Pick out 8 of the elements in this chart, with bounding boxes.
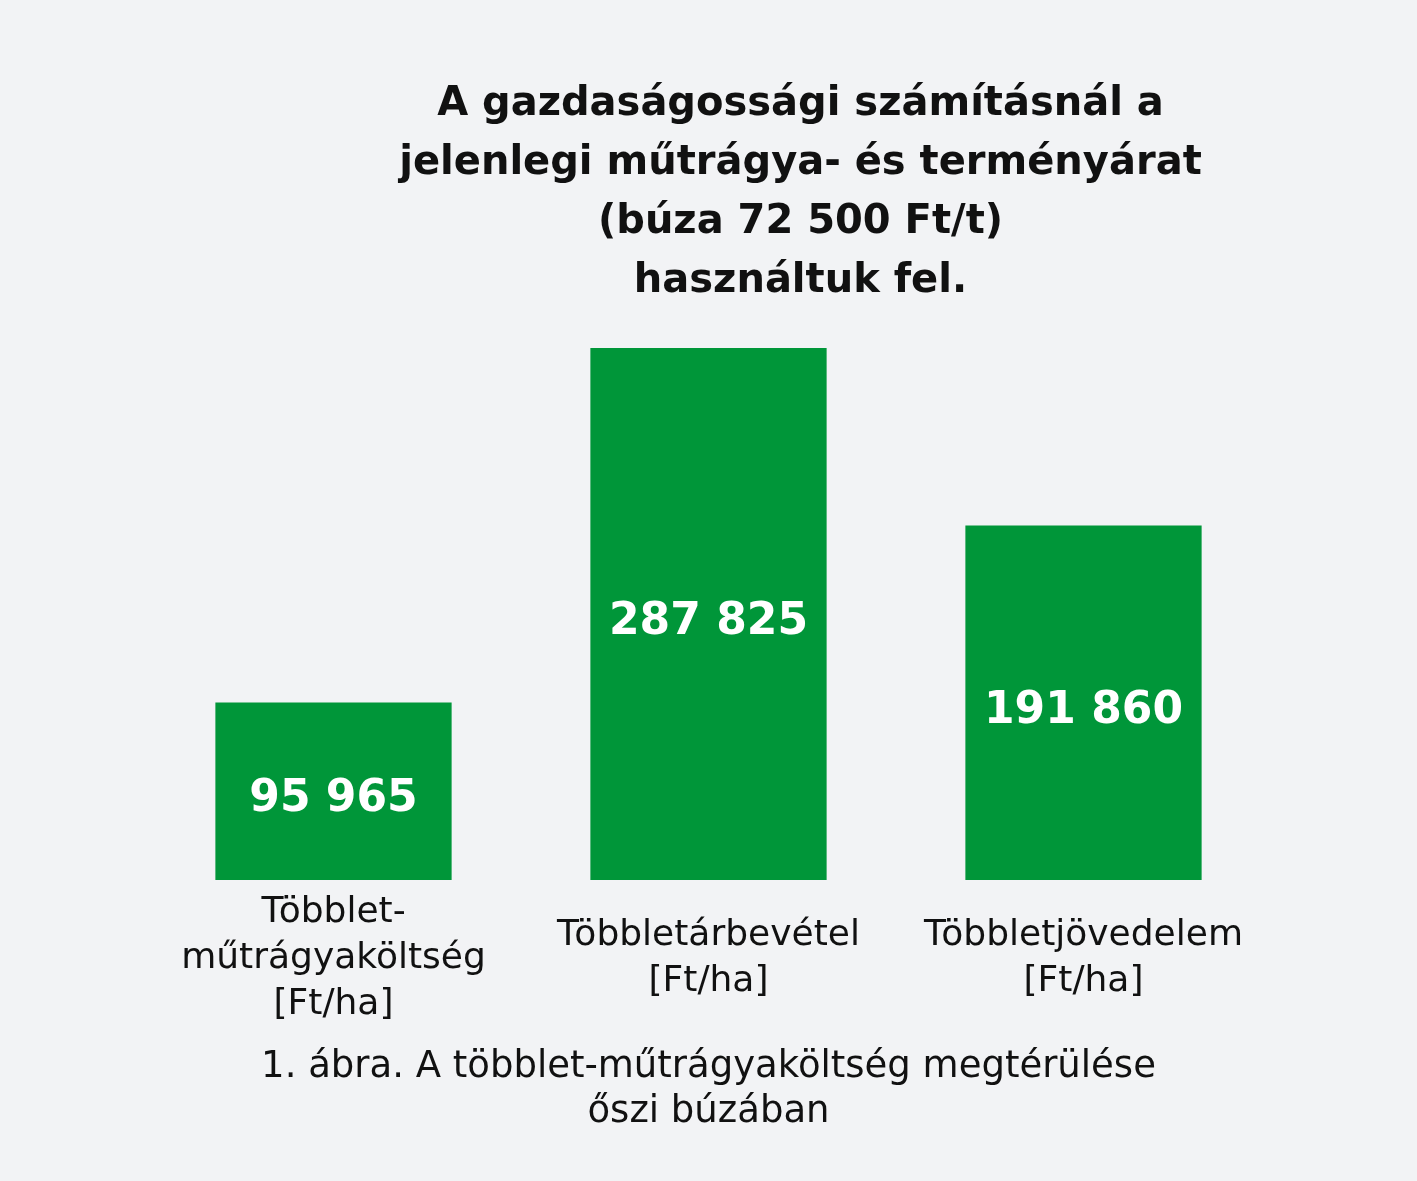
- text: 1. ábra. A többlet-műtrágyaköltség megtérülése őszi búzában: [261, 1043, 1156, 1131]
- data-label: 191 860: [983, 681, 1184, 733]
- x-tick-label: Többletárbevétel [Ft/ha]: [556, 911, 860, 999]
- x-tick-label: Többletjövedelem [Ft/ha]: [923, 911, 1243, 999]
- x-tick-label: Többlet- műtrágyaköltség [Ft/ha]: [181, 888, 486, 1022]
- data-label: 287 825: [608, 593, 809, 644]
- chart-title: A gazdaságossági számításnál a jelenlegi műtrágya- és terményárat (búza 72 500 Ft/t) használtuk fel.: [397, 78, 1202, 301]
- data-label: 95 965: [249, 770, 418, 822]
